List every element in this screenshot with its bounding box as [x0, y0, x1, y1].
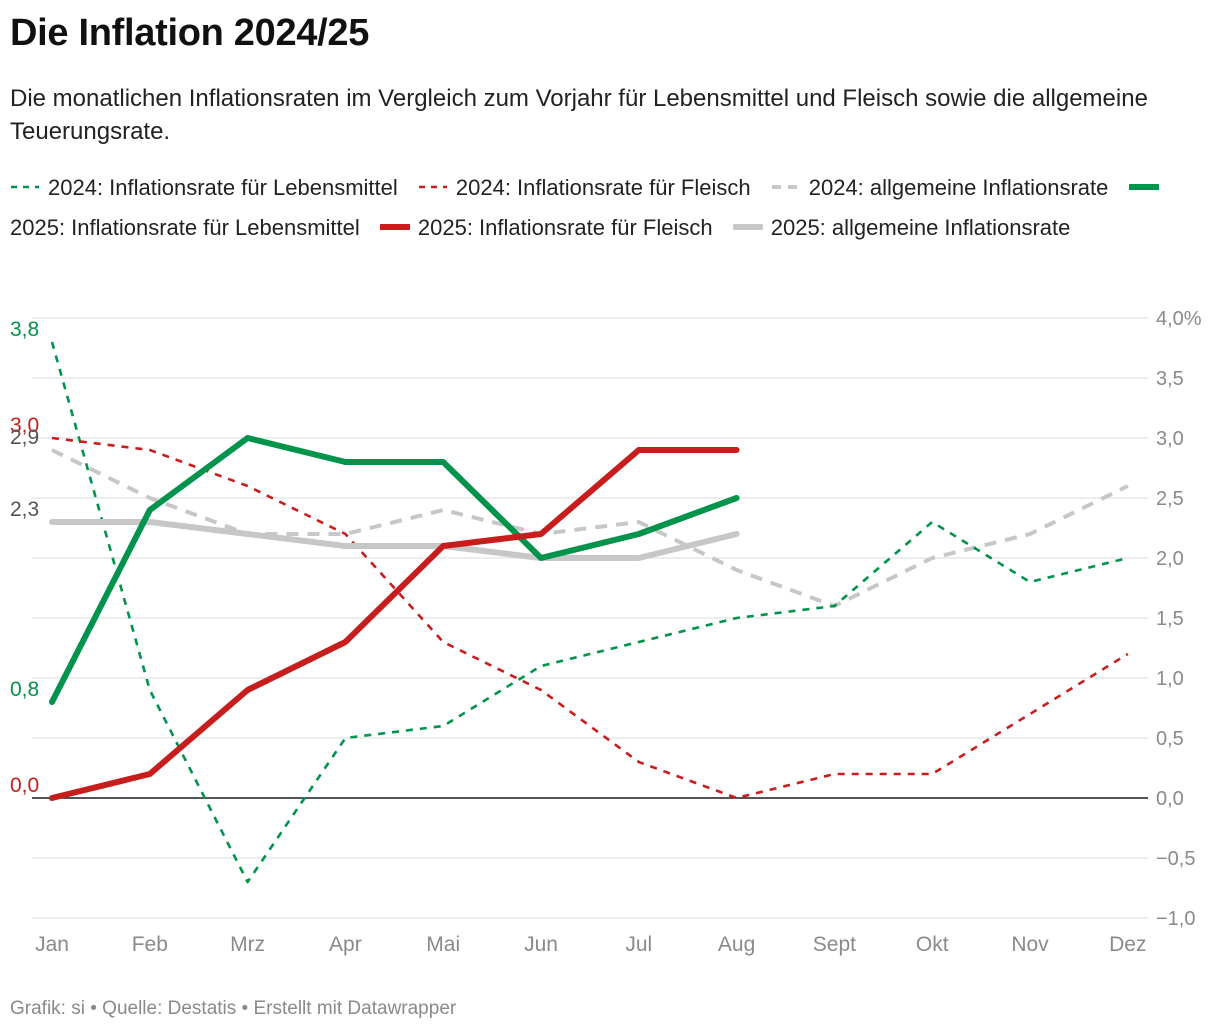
x-tick-label: Nov [1011, 933, 1049, 956]
value-annotation: 2,3 [10, 498, 39, 521]
series-line [49, 435, 740, 705]
x-tick-label: Sept [813, 933, 856, 956]
x-tick-label: Mai [426, 933, 460, 956]
legend-swatch [771, 183, 801, 191]
series-line [51, 436, 1129, 800]
legend-swatch [1128, 183, 1159, 191]
series-line [50, 341, 1129, 884]
y-tick-label: 2,5 [1156, 488, 1184, 510]
x-tick-label: Jan [35, 933, 69, 956]
x-tick-label: Mrz [230, 933, 265, 956]
source-credit: Grafik: si • Quelle: Destatis • Erstellt… [10, 998, 457, 1019]
legend: 2024: Inflationsrate für Lebensmittel 20… [10, 168, 1210, 248]
y-tick-label: 1,0 [1156, 668, 1184, 690]
x-tick-label: Jun [524, 933, 558, 956]
legend-label: 2024: Inflationsrate für Fleisch [455, 175, 751, 200]
legend-label: 2025: allgemeine Inflationsrate [770, 215, 1071, 240]
legend-item: 2025: Inflationsrate für Lebensmittel [10, 175, 1167, 240]
value-annotation: 2,9 [10, 426, 39, 449]
legend-swatch [10, 183, 40, 191]
y-tick-label: 2,0 [1156, 548, 1184, 570]
legend-label: 2024: Inflationsrate für Lebensmittel [48, 175, 398, 200]
chart-title: Die Inflation 2024/25 [10, 12, 370, 54]
legend-item: 2024: Inflationsrate für Fleisch [418, 175, 751, 200]
legend-swatch [732, 223, 763, 231]
line-chart: −1,0 −0,5 0,0 0,5 1,0 1,5 2,0 2,5 3,0 3,5 4,0% Jan F… [10, 308, 1202, 956]
legend-item: 2024: allgemeine Inflationsrate [771, 175, 1109, 200]
chart-subtitle: Die monatlichen Inflationsraten im Vergl… [10, 85, 1148, 145]
y-tick-label: 0,0 [1156, 788, 1184, 810]
legend-swatch [379, 223, 410, 231]
x-tick-label: Jul [625, 933, 652, 956]
x-tick-label: Aug [718, 933, 755, 956]
y-tick-label: 3,0 [1156, 428, 1184, 450]
y-tick-label: 0,5 [1156, 728, 1184, 750]
legend-item: 2025: Inflationsrate für Fleisch [379, 215, 713, 240]
value-annotation: 0,8 [10, 678, 39, 701]
y-tick-label: 1,5 [1156, 608, 1184, 630]
y-tick-label: −1,0 [1156, 908, 1195, 930]
x-tick-label: Apr [329, 933, 362, 956]
value-annotation: 0,0 [10, 774, 39, 797]
legend-item: 2024: Inflationsrate für Lebensmittel [10, 175, 398, 200]
value-annotation: 3,0 [10, 414, 39, 437]
legend-swatch [418, 183, 448, 191]
y-tick-label: −0,5 [1156, 848, 1195, 870]
x-tick-label: Dez [1109, 933, 1146, 956]
series-line [51, 448, 1129, 608]
x-tick-label: Okt [916, 933, 949, 956]
x-tick-label: Feb [132, 933, 168, 956]
y-tick-label: 3,5 [1156, 368, 1184, 390]
legend-label: 2024: allgemeine Inflationsrate [808, 175, 1109, 200]
y-tick-label: 4,0% [1156, 308, 1202, 330]
value-annotation: 3,8 [10, 318, 39, 341]
series-line [49, 519, 740, 561]
series-line [49, 447, 740, 801]
legend-label: 2025: Inflationsrate für Lebensmittel [10, 215, 360, 240]
legend-item: 2025: allgemeine Inflationsrate [732, 215, 1071, 240]
legend-label: 2025: Inflationsrate für Fleisch [417, 215, 713, 240]
